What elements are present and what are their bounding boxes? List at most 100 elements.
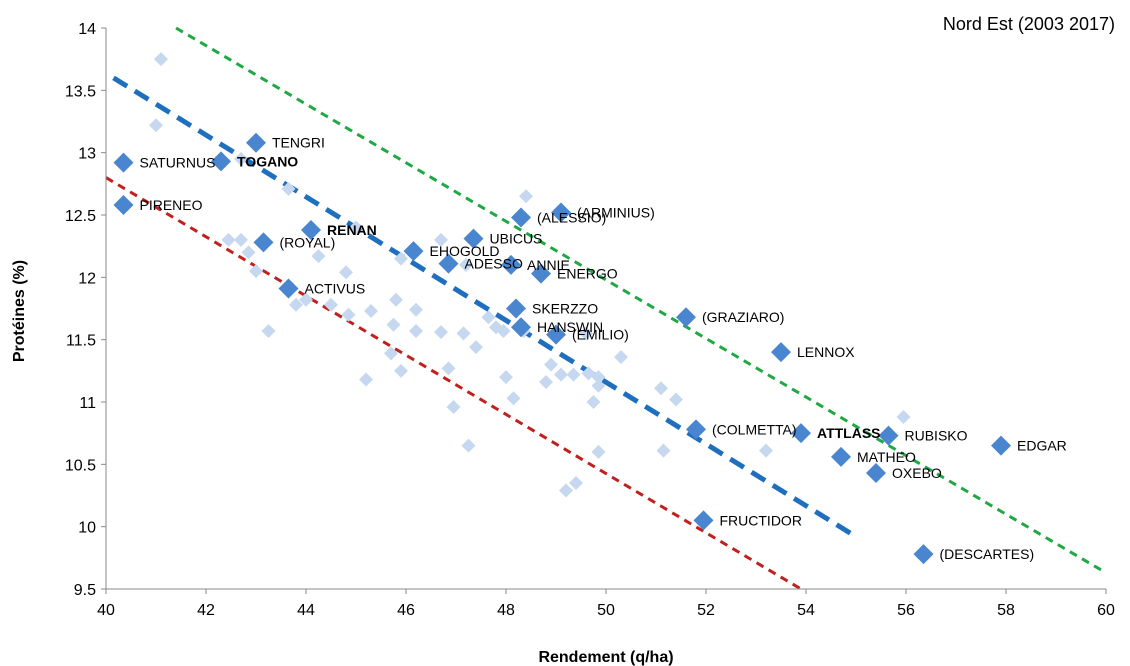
variety-point [254,232,274,252]
variety-point [831,447,851,467]
variety-label: ACTIVUS [305,281,366,297]
background-point [359,373,373,387]
background-point [519,189,533,203]
background-point [614,350,628,364]
variety-label: MATHEO [857,449,916,465]
variety-label: OXEBO [892,465,942,481]
variety-label: RENAN [327,222,377,238]
variety-point [506,299,526,319]
variety-label: PIRENEO [140,197,203,213]
background-point [249,264,263,278]
background-point [569,476,583,490]
y-tick-label: 14 [78,21,96,38]
background-point [587,395,601,409]
y-tick-label: 13.5 [65,83,96,100]
variety-label: RUBISKO [905,428,968,444]
y-tick-label: 13 [78,146,96,163]
x-tick-label: 54 [797,602,815,619]
variety-point [686,419,706,439]
variety-label: TENGRI [272,135,325,151]
background-point [339,265,353,279]
background-point [149,118,163,132]
background-point [387,318,401,332]
background-point [499,370,513,384]
background-point [242,245,256,259]
background-point [759,444,773,458]
point-labels: SATURNUS PIRENEO TOGANO TENGRI (ROYAL)RENAN A… [140,135,1067,562]
background-point [654,381,668,395]
x-tick-label: 48 [497,602,515,619]
background-point [457,326,471,340]
variety-point [511,207,531,227]
variety-label: SATURNUS [140,155,216,171]
labeled-points [114,133,1012,564]
x-tick-label: 46 [397,602,415,619]
variety-label: (EMILIO) [572,327,629,343]
variety-label: (DESCARTES) [940,546,1035,562]
variety-label: EDGAR [1017,438,1067,454]
x-tick-label: 44 [297,602,315,619]
variety-point [866,463,886,483]
trend-lines [106,28,1106,589]
x-tick-label: 58 [997,602,1015,619]
variety-point [114,153,134,173]
background-point [342,308,356,322]
background-point [324,298,338,312]
variety-point [114,195,134,215]
background-point [409,324,423,338]
y-tick-label: 10 [78,520,96,537]
background-point [567,368,581,382]
x-tick-label: 42 [197,602,215,619]
x-tick-label: 50 [597,602,615,619]
variety-label: ENERGO [557,266,618,282]
x-tick-label: 56 [897,602,915,619]
variety-label: FRUCTIDOR [720,512,802,528]
variety-label: (ARMINIUS) [577,205,655,221]
background-point [442,361,456,375]
background-point [312,249,326,263]
variety-label: UBICUS [490,231,543,247]
background-point [592,445,606,459]
y-tick-label: 12.5 [65,208,96,225]
variety-label: LENNOX [797,344,855,360]
chart-title: Nord Est (2003 2017) [943,14,1115,34]
background-point [462,439,476,453]
variety-label: TOGANO [237,153,298,169]
background-point [434,325,448,339]
background-point [222,233,236,247]
background-point [389,293,403,307]
background-point [559,484,573,498]
background-point [539,375,553,389]
background-point [154,52,168,66]
variety-point [676,307,696,327]
variety-point [991,436,1011,456]
background-point [234,233,248,247]
trend-line-main [114,78,857,537]
background-point [364,304,378,318]
y-axis-title: Protéines (%) [11,260,28,362]
y-tick-label: 11 [79,395,96,412]
background-point [394,364,408,378]
axes [106,28,1106,589]
background-point [669,393,683,407]
variety-label: SKERZZO [532,301,598,317]
background-point [469,340,483,354]
y-tick-label: 12 [78,270,96,287]
y-tick-label: 10.5 [65,457,96,474]
background-point [657,444,671,458]
background-point [262,324,276,338]
background-point [544,358,558,372]
variety-label: (COLMETTA) [712,421,797,437]
x-tick-labels: 40 42 44 46 48 50 52 54 56 58 60 [97,589,1115,619]
y-tick-label: 11.5 [66,333,96,350]
x-tick-label: 52 [697,602,715,619]
background-point [554,368,568,382]
variety-label: ATTLASS [817,425,881,441]
background-point [897,410,911,424]
x-axis-title: Rendement (q/ha) [538,649,673,666]
variety-point [771,342,791,362]
variety-label: (GRAZIARO) [702,309,784,325]
x-tick-label: 40 [97,602,115,619]
variety-point [246,133,266,153]
